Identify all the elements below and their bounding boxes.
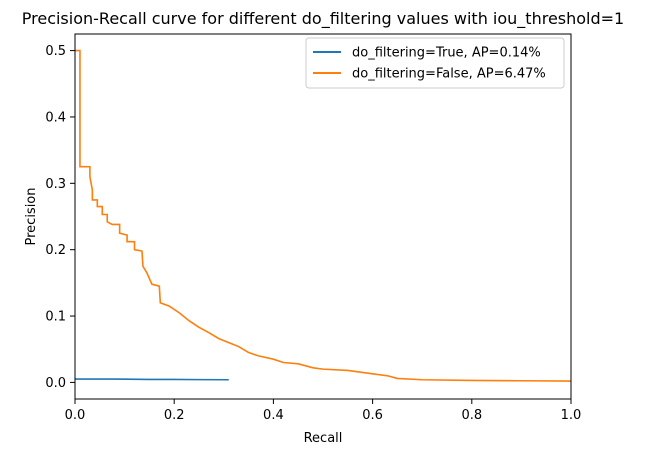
plot-frame [74, 33, 572, 400]
x-tick-label: 0.6 [362, 408, 383, 423]
y-tick-label: 0.5 [45, 44, 66, 59]
tick-layer: 0.0 0.2 0.4 0.6 0.8 1.0 0.0 0.1 0.2 0.3 0.4 0.5 [45, 44, 581, 423]
x-tick-label: 0.0 [65, 408, 86, 423]
x-tick-label: 0.4 [263, 408, 284, 423]
series-line-0 [75, 378, 229, 381]
chart-title: Precision-Recall curve for different do_… [22, 9, 624, 29]
legend-box [305, 37, 565, 89]
legend: do_filtering=True, AP=0.14% do_filtering… [305, 37, 565, 89]
x-tick-label: 0.2 [164, 408, 185, 423]
y-tick-label: 0.3 [45, 177, 66, 192]
legend-label-false: do_filtering=False, AP=6.47% [352, 67, 546, 82]
y-tick-label: 0.2 [45, 243, 66, 258]
y-tick-label: 0.1 [45, 310, 66, 325]
series-layer [75, 49, 572, 382]
x-tick-label: 0.8 [461, 408, 482, 423]
legend-label-true: do_filtering=True, AP=0.14% [352, 46, 541, 61]
x-tick-label: 1.0 [561, 408, 582, 423]
x-axis-label: Recall [304, 431, 343, 446]
y-tick-label: 0.4 [45, 110, 66, 125]
series-line-1 [75, 49, 572, 382]
y-tick-label: 0.0 [45, 376, 66, 391]
y-axis-label: Precision [24, 187, 39, 245]
plot-area [75, 34, 571, 399]
